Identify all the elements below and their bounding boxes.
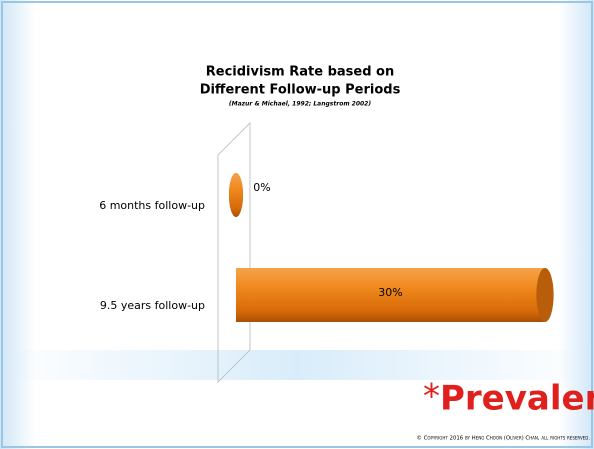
footer: © Copyright 2016 by Heng Choon (Oliver) … bbox=[417, 435, 591, 442]
value-label: 30% bbox=[378, 286, 402, 299]
bar-end-cap bbox=[536, 268, 554, 322]
category-label: 9.5 years follow-up bbox=[100, 299, 205, 312]
chart-title: Different Follow-up Periods bbox=[200, 83, 401, 98]
heading-mark: * bbox=[423, 377, 440, 417]
bar bbox=[236, 268, 545, 322]
value-label: 0% bbox=[253, 181, 270, 194]
bar-base-cap bbox=[228, 173, 244, 217]
chart-title: Recidivism Rate based on bbox=[206, 65, 394, 80]
chart-subtitle: (Mazur & Michael, 1992; Langstrom 2002) bbox=[229, 101, 371, 108]
heading: Prevalence bbox=[440, 379, 594, 419]
category-label: 6 months follow-up bbox=[99, 199, 205, 212]
back-wall bbox=[217, 122, 251, 383]
glow bbox=[0, 350, 594, 380]
